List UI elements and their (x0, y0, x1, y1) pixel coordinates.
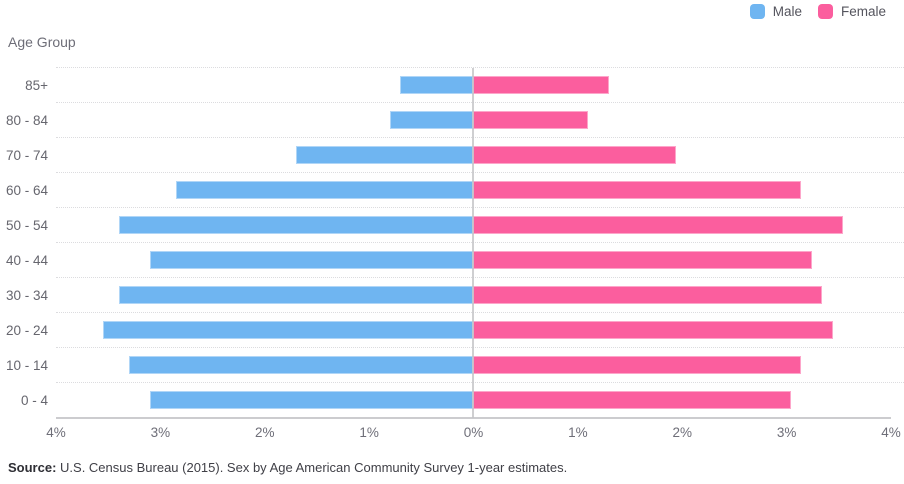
legend-item-female[interactable]: Female (817, 4, 886, 19)
zero-axis-line (472, 68, 474, 418)
x-axis-line (56, 417, 891, 419)
age-label: 10 - 14 (5, 358, 48, 373)
source-text: U.S. Census Bureau (2015). Sex by Age Am… (56, 460, 568, 475)
age-row: 20 - 24 (0, 312, 904, 348)
age-row: 40 - 44 (0, 242, 904, 278)
legend-label-female: Female (840, 4, 886, 19)
source-label: Source: (8, 460, 57, 475)
x-tick-label: 3% (776, 425, 797, 440)
female-bar[interactable] (473, 146, 677, 164)
age-label: 0 - 4 (20, 393, 48, 408)
male-bar[interactable] (128, 356, 473, 374)
age-row: 85+ (0, 67, 904, 103)
x-tick-label: 2% (672, 425, 693, 440)
female-bar[interactable] (473, 76, 609, 94)
female-bar[interactable] (473, 286, 823, 304)
gridline (56, 277, 904, 278)
male-bar[interactable] (389, 111, 473, 129)
age-label: 70 - 74 (5, 148, 48, 163)
age-row: 80 - 84 (0, 102, 904, 138)
female-bar[interactable] (473, 391, 791, 409)
gridline (56, 67, 904, 68)
age-row: 70 - 74 (0, 137, 904, 173)
age-row: 10 - 14 (0, 347, 904, 383)
age-label: 40 - 44 (5, 253, 48, 268)
male-bar[interactable] (118, 286, 473, 304)
x-tick-label: 2% (254, 425, 275, 440)
male-bar[interactable] (149, 251, 473, 269)
female-bar[interactable] (473, 111, 588, 129)
age-label: 30 - 34 (5, 288, 48, 303)
female-swatch-icon (817, 4, 833, 19)
legend: Male Female (749, 4, 886, 19)
gridline (56, 382, 904, 383)
gridline (56, 242, 904, 243)
x-axis-ticks: 4% 3% 2% 1% 0% 1% 2% 3% 4% (46, 425, 901, 443)
female-bar[interactable] (473, 321, 833, 339)
age-label: 50 - 54 (5, 218, 48, 233)
legend-label-male: Male (772, 4, 802, 19)
male-bar[interactable] (118, 216, 473, 234)
x-tick-label: 4% (46, 425, 66, 440)
age-row: 60 - 64 (0, 172, 904, 208)
age-label: 20 - 24 (5, 323, 48, 338)
age-row: 50 - 54 (0, 207, 904, 243)
age-row: 30 - 34 (0, 277, 904, 313)
male-bar[interactable] (175, 181, 473, 199)
legend-item-male[interactable]: Male (749, 4, 802, 19)
age-label: 85+ (25, 78, 48, 93)
gridline (56, 312, 904, 313)
female-bar[interactable] (473, 216, 844, 234)
age-row: 0 - 4 (0, 382, 904, 418)
x-tick-label: 1% (359, 425, 379, 440)
x-tick-label: 4% (881, 425, 901, 440)
female-bar[interactable] (473, 251, 812, 269)
age-label: 60 - 64 (5, 183, 48, 198)
plot-area: 85+ 80 - 84 70 - 74 60 - 64 50 - 54 40 - 44 30… (0, 67, 904, 419)
x-tick-label: 0% (463, 425, 484, 440)
male-bar[interactable] (295, 146, 473, 164)
male-swatch-icon (749, 4, 765, 19)
gridline (56, 347, 904, 348)
x-tick-label: 1% (568, 425, 588, 440)
female-bar[interactable] (473, 356, 802, 374)
source-note: Source: U.S. Census Bureau (2015). Sex b… (8, 460, 567, 475)
male-bar[interactable] (400, 76, 473, 94)
gridline (56, 102, 904, 103)
gridline (56, 207, 904, 208)
age-label: 80 - 84 (5, 113, 48, 128)
gridline (56, 172, 904, 173)
x-tick-label: 3% (150, 425, 171, 440)
male-bar[interactable] (102, 321, 473, 339)
gridline (56, 137, 904, 138)
male-bar[interactable] (149, 391, 473, 409)
female-bar[interactable] (473, 181, 802, 199)
y-axis-title: Age Group (8, 34, 76, 50)
